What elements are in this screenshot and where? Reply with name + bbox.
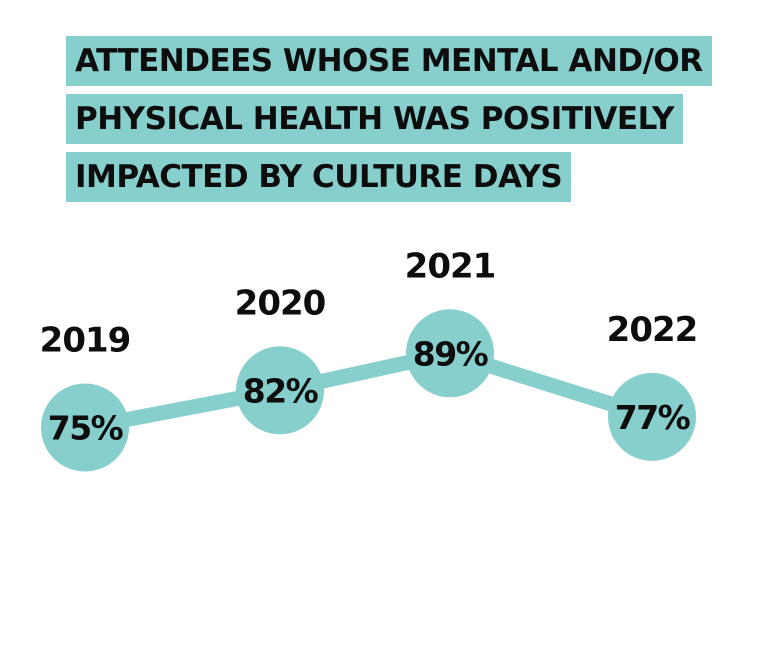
data-point-layer [41,309,696,472]
series-line [83,345,655,435]
year-label-2021: 2021 [405,246,496,286]
value-label-2021: 89% [413,334,489,373]
chart-title: ATTENDEES WHOSE MENTAL AND/OR PHYSICAL H… [66,36,712,210]
data-point-2020 [236,346,324,435]
year-label-2020: 2020 [235,283,326,323]
title-line-2: PHYSICAL HEALTH WAS POSITIVELY [66,94,706,144]
value-label-2022: 77% [615,398,691,437]
title-line-1-text: ATTENDEES WHOSE MENTAL AND/OR [66,36,712,86]
value-label-2020: 82% [243,371,319,410]
year-label-2019: 2019 [40,321,131,361]
data-point-2022 [608,372,696,461]
data-point-2021 [406,309,494,398]
series-line-layer [83,345,655,435]
title-line-3: IMPACTED BY CULTURE DAYS [66,152,706,202]
data-point-2019 [41,383,129,472]
title-line-1: ATTENDEES WHOSE MENTAL AND/OR [66,36,712,86]
title-line-2-text: PHYSICAL HEALTH WAS POSITIVELY [66,94,683,144]
year-label-2022: 2022 [607,310,698,350]
label-layer: 75% 2019 82% 2020 89% 2021 77% 2022 [40,246,699,448]
value-label-2019: 75% [48,409,124,448]
title-line-3-text: IMPACTED BY CULTURE DAYS [66,152,572,202]
